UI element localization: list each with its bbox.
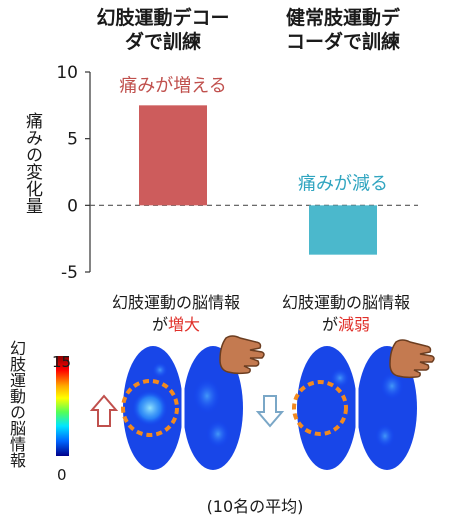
hand-icon — [219, 335, 265, 375]
footnote: (10名の平均) — [206, 497, 304, 516]
brain-left — [121, 346, 243, 470]
y-tick-label: -5 — [61, 263, 78, 283]
colorbar-max-label: 15 — [52, 353, 72, 371]
bar-annotation: 痛みが減る — [298, 173, 388, 194]
column-title-phantom: 幻肢運動デコー ダで訓練 — [96, 7, 230, 53]
brain-right — [292, 346, 417, 470]
y-tick-label: 10 — [56, 63, 78, 83]
up-arrow-icon — [89, 394, 119, 427]
hand-icon — [389, 339, 435, 379]
brain-caption-phantom: 幻肢運動の脳情報 が増大 — [111, 293, 240, 334]
colorbar-min-label: 0 — [57, 466, 67, 484]
column-title-intact: 健常肢運動デ コーダで訓練 — [285, 7, 400, 53]
bar-annotation: 痛みが増える — [119, 75, 226, 96]
colorbar-label: 幻肢運動の脳情報 — [7, 340, 26, 468]
down-arrow-icon — [255, 395, 285, 428]
brain-figure — [89, 335, 435, 470]
y-axis-label: 痛みの変化量 — [22, 112, 42, 214]
y-tick-label: 5 — [67, 130, 78, 150]
y-tick-label: 0 — [67, 196, 78, 216]
brain-caption-intact: 幻肢運動の脳情報 が減弱 — [281, 293, 410, 334]
bar-phantom — [139, 105, 207, 206]
colorbar — [56, 356, 69, 456]
bar-intact — [309, 205, 377, 255]
